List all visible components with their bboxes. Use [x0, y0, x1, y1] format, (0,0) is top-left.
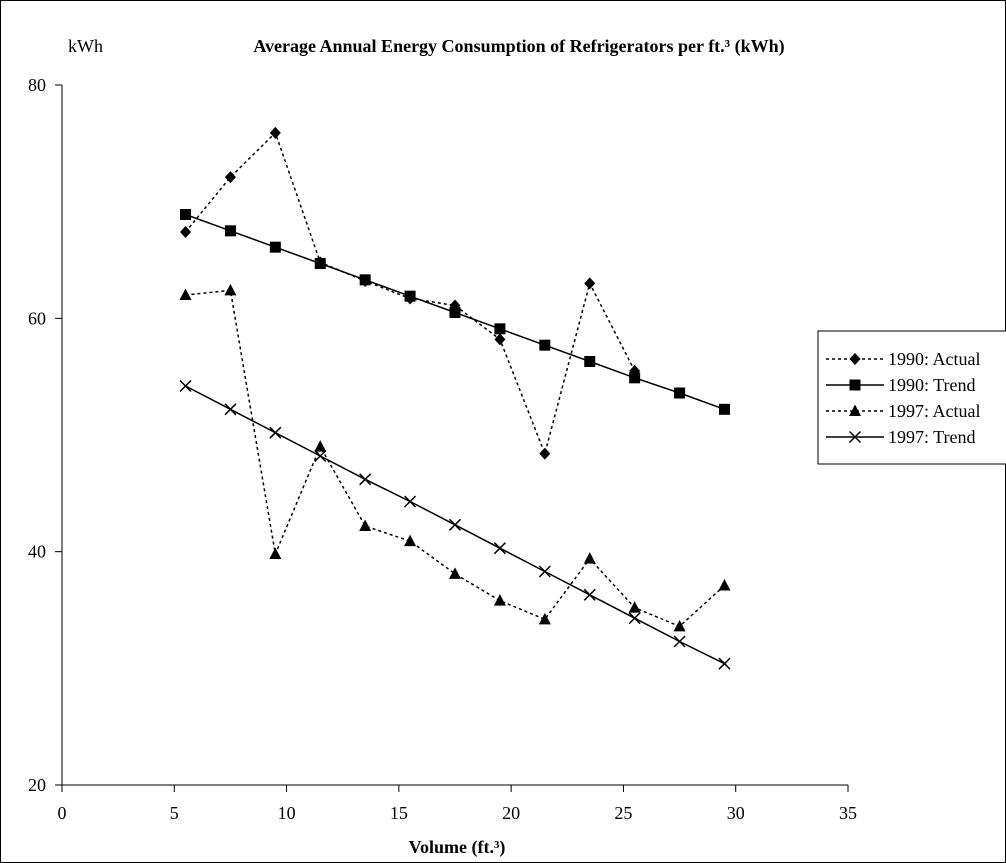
data-point [448, 518, 462, 531]
data-point-stroke [673, 635, 686, 648]
data-point [359, 274, 371, 286]
data-point [449, 307, 461, 318]
x-tick-label: 5 [170, 803, 179, 823]
data-point [493, 594, 506, 606]
y-tick-label: 80 [28, 75, 46, 95]
data-point [538, 565, 551, 578]
data-point [539, 339, 551, 351]
data-point [584, 356, 596, 367]
legend-marker [848, 430, 862, 444]
y-axis-label: kWh [68, 36, 103, 56]
data-point [179, 379, 192, 393]
data-point [673, 619, 686, 632]
data-point-stroke [179, 379, 192, 393]
data-point [628, 612, 641, 625]
data-point-stroke [314, 449, 327, 463]
x-tick-label: 35 [839, 803, 857, 823]
legend-marker [849, 353, 861, 365]
y-tick-label: 40 [28, 542, 46, 562]
data-point [583, 588, 596, 601]
data-point-stroke [628, 612, 641, 625]
legend-label: 1990: Actual [888, 349, 981, 369]
data-point [359, 519, 372, 531]
data-point [359, 473, 372, 486]
data-point [224, 171, 236, 184]
legend-item-1: 1990: Trend [826, 375, 976, 395]
series-3 [179, 379, 731, 670]
data-point [493, 542, 506, 555]
plot-area [179, 126, 731, 670]
series-1 [180, 209, 730, 415]
legend-item-3: 1997: Trend [826, 427, 976, 447]
x-axis-label: Volume (ft.³) [409, 837, 506, 858]
legend-item-0: 1990: Actual [826, 349, 981, 369]
x-tick-label: 10 [278, 803, 296, 823]
x-tick-label: 20 [502, 803, 520, 823]
data-point [404, 495, 417, 508]
data-point [269, 426, 282, 439]
data-point-stroke [493, 542, 506, 555]
data-point [314, 440, 327, 452]
data-point-stroke [583, 588, 596, 601]
data-point-stroke [718, 657, 731, 670]
data-point [269, 241, 281, 253]
data-point [494, 333, 506, 346]
data-point-stroke [448, 518, 462, 531]
data-point-stroke [359, 473, 372, 486]
data-point [494, 323, 506, 335]
data-point [718, 657, 731, 670]
legend-label: 1997: Actual [888, 401, 981, 421]
data-point [583, 552, 596, 564]
data-point [674, 387, 686, 399]
data-point [718, 579, 731, 591]
legend-item-2: 1997: Actual [826, 401, 981, 421]
legend[interactable]: 1990: Actual 1990: Trend 1997: Actual 1997:… [817, 330, 1006, 465]
data-point [584, 277, 596, 290]
x-tick-label: 30 [727, 803, 745, 823]
data-point [224, 403, 237, 416]
data-point [538, 612, 551, 625]
data-point [269, 126, 281, 139]
data-point [449, 567, 461, 579]
x-tick-label: 25 [614, 803, 632, 823]
data-point [404, 534, 417, 547]
data-point [718, 403, 730, 415]
legend-label: 1990: Trend [888, 375, 976, 395]
data-point [404, 290, 416, 302]
legend-label: 1997: Trend [888, 427, 976, 447]
data-point [180, 226, 192, 238]
data-point [179, 288, 192, 300]
legend-marker-stroke [848, 430, 862, 444]
data-point-stroke [538, 565, 551, 578]
chart-title: Average Annual Energy Consumption of Ref… [253, 36, 784, 57]
data-point-stroke [269, 426, 282, 439]
data-point-stroke [404, 495, 417, 508]
x-tick-label: 15 [390, 803, 408, 823]
data-point [180, 209, 192, 220]
data-point [314, 258, 326, 269]
series-2 [179, 283, 731, 632]
data-point-stroke [224, 403, 237, 416]
y-tick-label: 20 [28, 775, 46, 795]
data-point [673, 635, 686, 648]
data-point [224, 283, 237, 296]
y-tick-label: 60 [28, 308, 46, 328]
data-point [539, 447, 551, 460]
data-point [269, 547, 282, 559]
legend-marker [849, 404, 861, 416]
data-point [629, 372, 641, 384]
axes: 0 5 10 15 20 25 30 35 20 40 60 80 [28, 75, 857, 823]
data-point [314, 449, 327, 463]
legend-marker [849, 379, 861, 391]
data-point [224, 225, 236, 237]
x-tick-label: 0 [58, 803, 67, 823]
data-point [628, 601, 641, 613]
